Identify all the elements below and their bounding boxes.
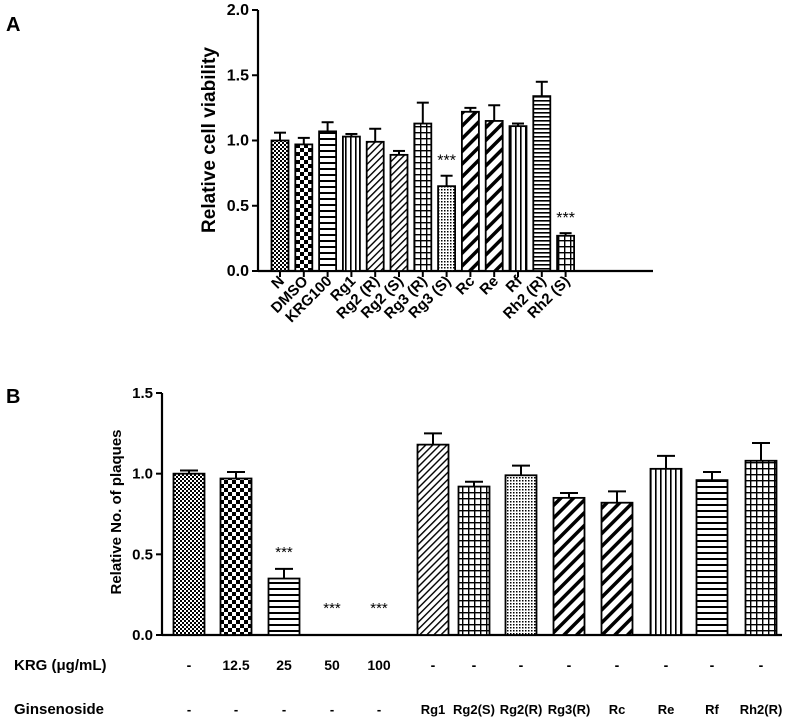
chart-a-significance-label: *** — [437, 153, 456, 170]
chart-b-plaques: Relative No. of plaques KRG (μg/mL) Gins… — [14, 385, 782, 718]
chart-a-bar — [532, 95, 552, 272]
chart-b-ytick-label: 0.0 — [132, 627, 153, 644]
krg-dose-label: 25 — [276, 657, 292, 673]
ginsenoside-label: - — [234, 702, 238, 717]
chart-a-bar — [270, 139, 290, 272]
panel-label-b: B — [6, 386, 20, 408]
krg-dose-label: 12.5 — [222, 657, 249, 673]
chart-a-bar — [318, 130, 338, 272]
krg-dose-label: - — [519, 657, 524, 673]
chart-a-bar — [294, 143, 314, 272]
chart-a-bar — [413, 122, 433, 272]
ginsenoside-label: - — [377, 702, 381, 717]
chart-a-category-label: Rc — [453, 273, 479, 299]
chart-b-bar — [600, 501, 634, 636]
ginsenoside-label: Rg2(S) — [453, 702, 495, 717]
chart-a-category-label: Re — [476, 273, 502, 299]
chart-a-viability: Relative cell viability 0.0 0.5 1.0 1.5 2.0 *… — [199, 2, 653, 326]
krg-dose-label: - — [615, 657, 620, 673]
chart-b-ytick-label: 0.5 — [132, 546, 153, 563]
chart-b-bar — [267, 577, 301, 636]
chart-b-bar — [695, 479, 729, 636]
chart-b-bar — [552, 496, 586, 636]
chart-b-significance-label: *** — [275, 544, 293, 561]
krg-dose-label: - — [187, 657, 192, 673]
ginsenoside-label: Rg2(R) — [500, 702, 543, 717]
chart-a-bar — [341, 135, 361, 272]
krg-dose-label: - — [431, 657, 436, 673]
krg-row-label: KRG (μg/mL) — [14, 657, 107, 674]
chart-b-bar — [219, 477, 253, 636]
chart-b-ytick-label: 1.0 — [132, 466, 153, 483]
ginsenoside-label: Re — [658, 702, 675, 717]
chart-a-bar — [389, 153, 409, 272]
chart-a-bar — [484, 120, 504, 272]
krg-dose-label: - — [472, 657, 477, 673]
chart-a-ytick-label: 1.0 — [227, 133, 249, 150]
ginsenoside-label: - — [330, 702, 334, 717]
chart-b-bar — [457, 485, 491, 636]
chart-a-bar — [508, 125, 528, 272]
chart-a-ytick-label: 0.5 — [227, 198, 249, 215]
chart-b-bar — [416, 443, 450, 636]
krg-dose-label: - — [664, 657, 669, 673]
chart-b-bar — [744, 459, 778, 636]
ginsenoside-label: Rg1 — [421, 702, 446, 717]
ginsenoside-label: Rg3(R) — [548, 702, 591, 717]
chart-b-ytick-label: 1.5 — [132, 385, 153, 402]
ginsenoside-label: - — [282, 702, 286, 717]
krg-dose-label: 100 — [367, 657, 391, 673]
ginsenoside-label: - — [187, 702, 191, 717]
chart-a-significance-label: *** — [556, 210, 575, 227]
krg-dose-label: - — [567, 657, 572, 673]
krg-dose-label: 50 — [324, 657, 340, 673]
chart-b-significance-label: *** — [323, 600, 341, 617]
chart-b-bar — [172, 472, 206, 636]
ginsenoside-label: Rh2(R) — [740, 702, 783, 717]
chart-a-ytick-label: 2.0 — [227, 2, 249, 19]
krg-dose-label: - — [710, 657, 715, 673]
chart-b-bar — [649, 467, 683, 636]
krg-dose-label: - — [759, 657, 764, 673]
chart-a-ylabel: Relative cell viability — [199, 47, 220, 233]
panel-label-a: A — [6, 14, 20, 36]
chart-a-bar — [556, 234, 575, 272]
chart-a-bar — [437, 185, 457, 272]
chart-b-bar — [504, 474, 538, 636]
chart-b-ylabel: Relative No. of plaques — [108, 429, 125, 594]
chart-a-bar — [365, 140, 385, 272]
ginsenoside-label: Rc — [609, 702, 626, 717]
chart-a-bar — [460, 110, 480, 272]
chart-b-significance-label: *** — [370, 600, 388, 617]
chart-a-ytick-label: 1.5 — [227, 67, 249, 84]
ginsenoside-row-label: Ginsenoside — [14, 701, 104, 718]
chart-a-ytick-label: 0.0 — [227, 263, 249, 280]
ginsenoside-label: Rf — [705, 702, 719, 717]
